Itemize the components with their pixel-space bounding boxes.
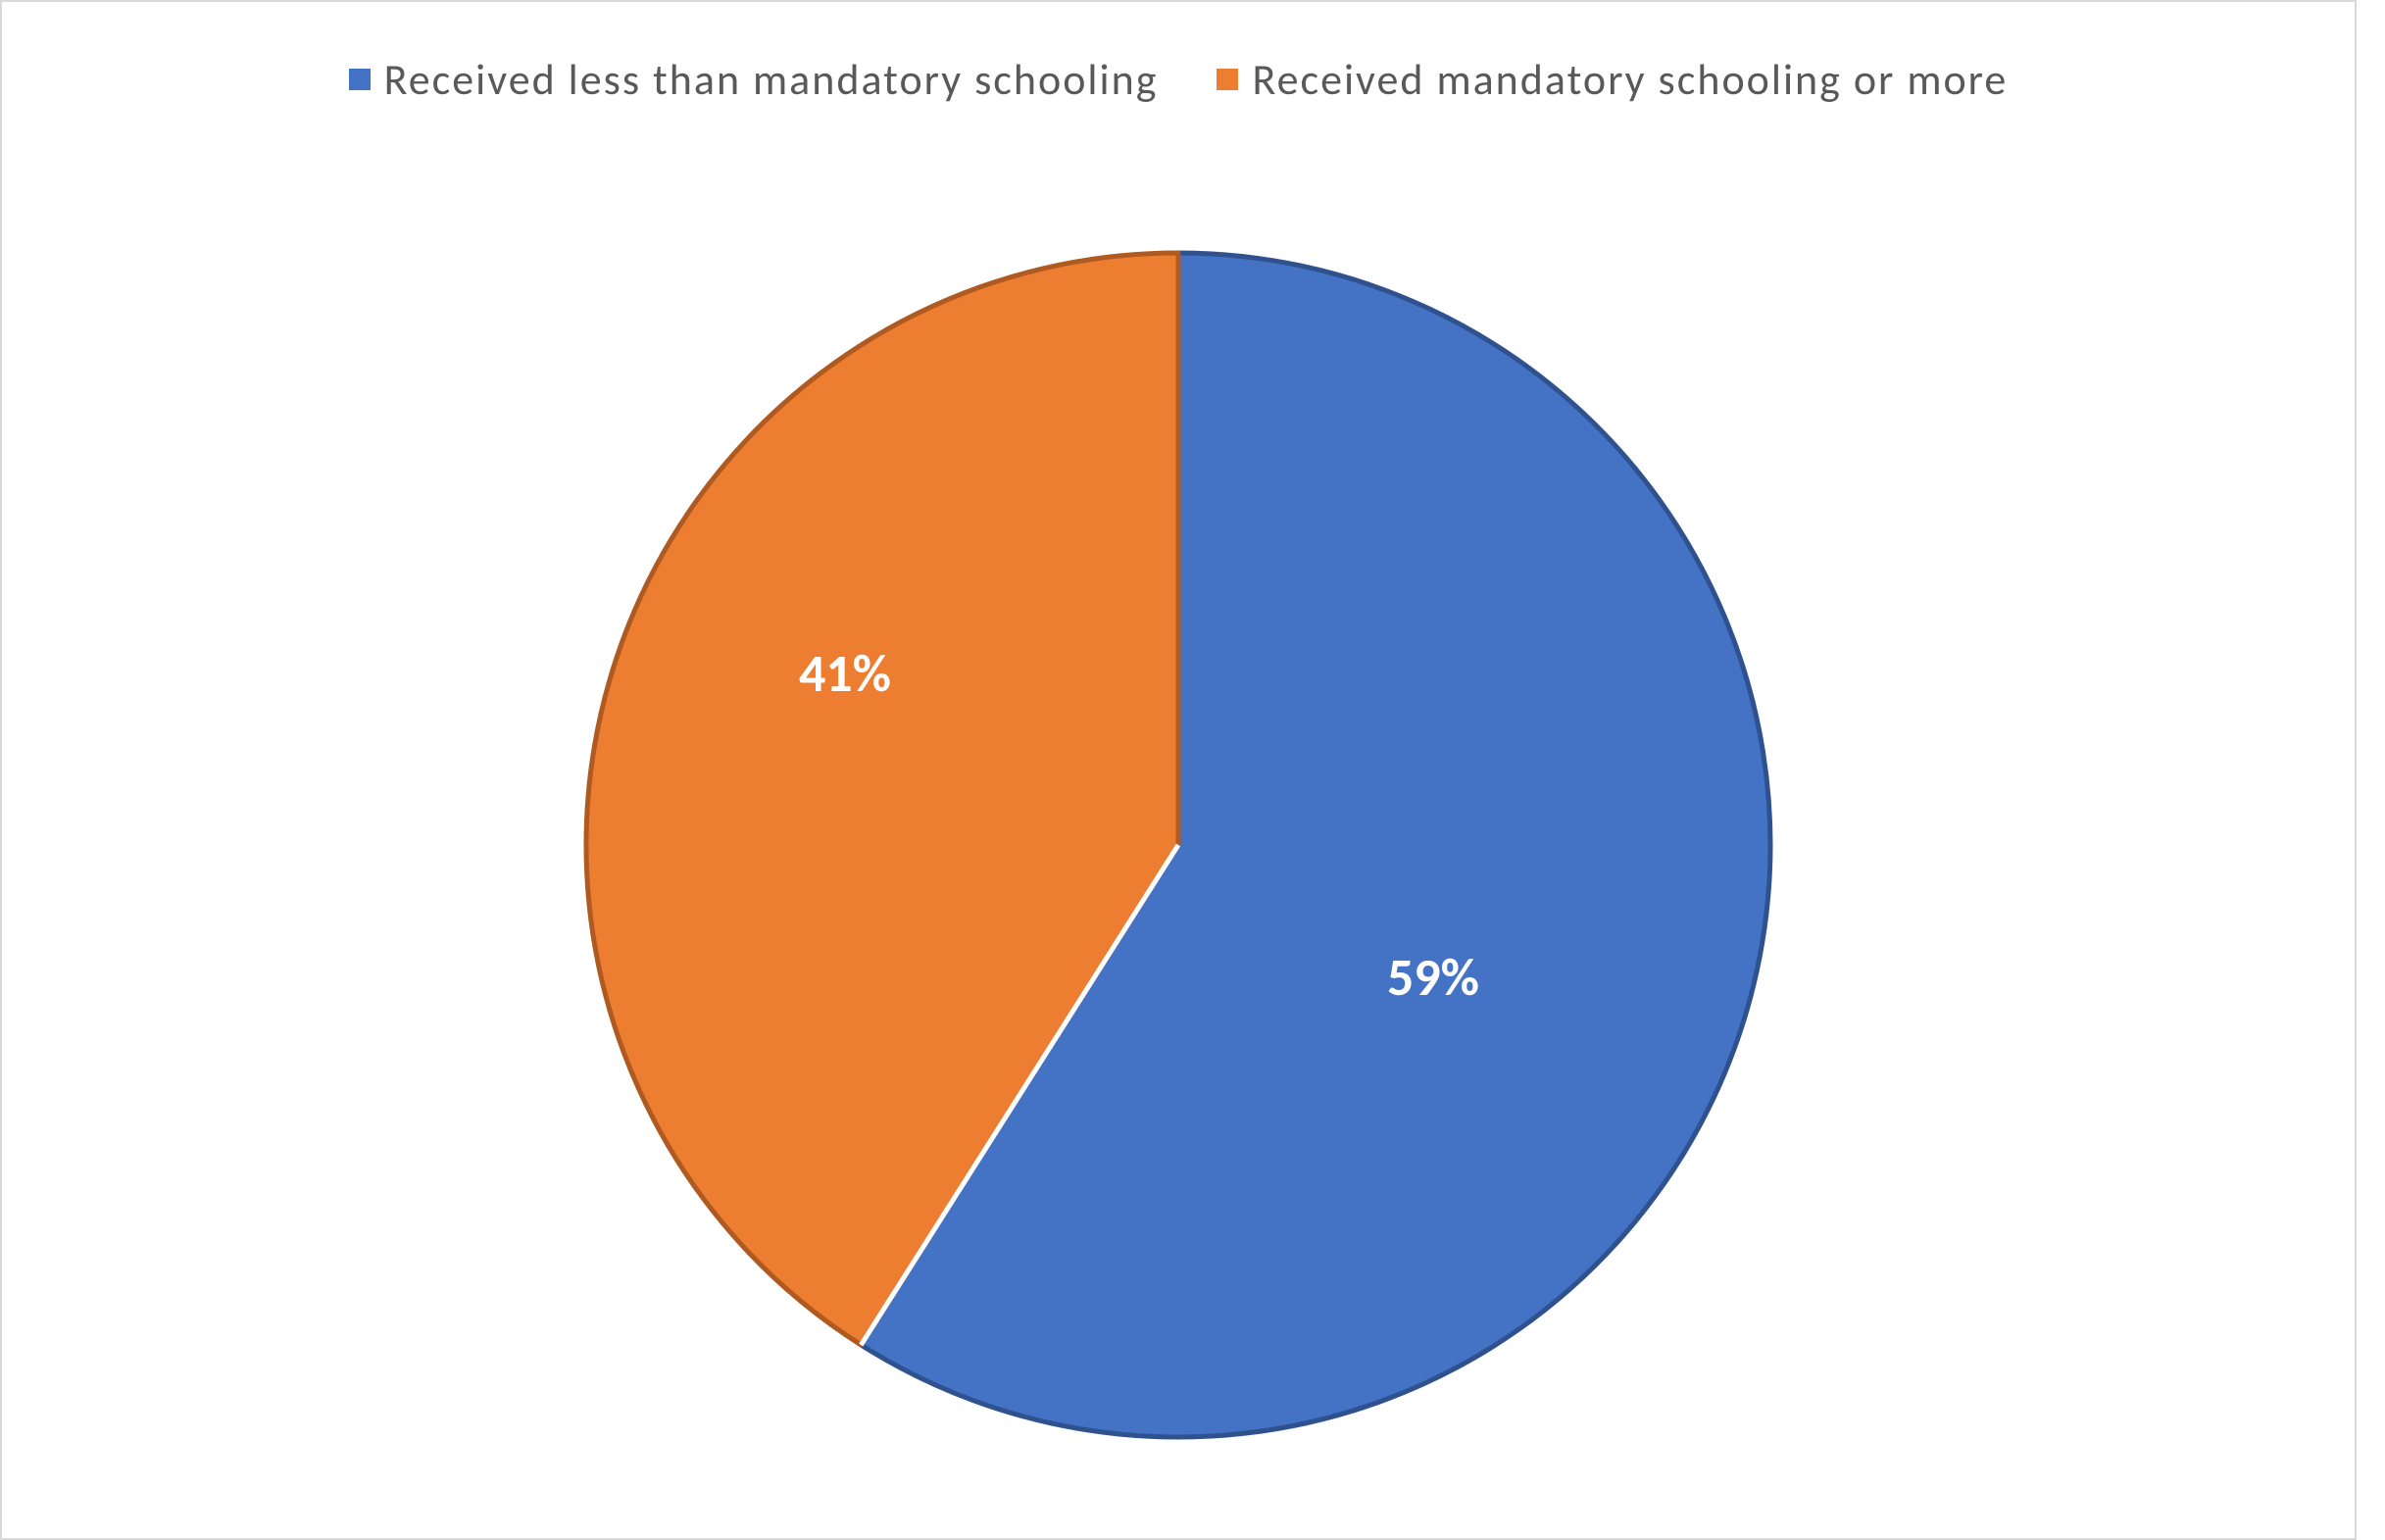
legend-swatch-icon (1217, 69, 1238, 90)
pie-svg: 59% 41% (551, 218, 1806, 1472)
legend-label: Received mandatory schooling or more (1252, 53, 2008, 106)
legend-swatch-icon (349, 69, 371, 90)
pie-chart: 59% 41% (2, 178, 2355, 1512)
pie-label-less-than-mandatory: 59% (1387, 945, 1479, 1010)
legend-label: Received less than mandatory schooling (384, 53, 1159, 106)
legend: Received less than mandatory schooling R… (2, 53, 2355, 106)
chart-container: Received less than mandatory schooling R… (0, 0, 2357, 1540)
legend-item-less-than-mandatory: Received less than mandatory schooling (349, 53, 1159, 106)
legend-item-mandatory-or-more: Received mandatory schooling or more (1217, 53, 2008, 106)
pie-label-mandatory-or-more: 41% (799, 641, 891, 706)
